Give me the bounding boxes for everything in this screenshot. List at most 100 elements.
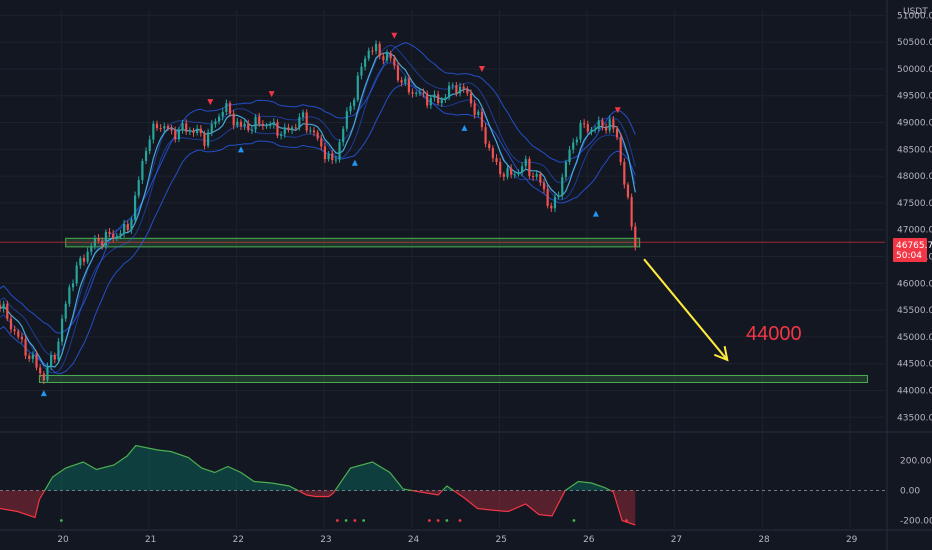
candle-body: [250, 129, 254, 131]
candle-body: [353, 99, 356, 106]
oscillator-signal-dot: [458, 519, 462, 522]
candle-body: [228, 103, 232, 114]
oscillator-signal-dot: [445, 519, 449, 522]
candle-body: [469, 93, 473, 104]
candle-body: [177, 129, 180, 140]
price-tick-label: 44500.00: [897, 360, 932, 370]
target-price-label: 44000: [746, 323, 802, 345]
candle-body: [561, 177, 564, 196]
time-tick-label: 29: [846, 535, 858, 545]
candle-body: [104, 231, 107, 246]
time-tick-label: 28: [758, 535, 770, 545]
candle-body: [429, 97, 432, 106]
candle-body: [583, 123, 586, 125]
oscillator-negative-area: [0, 490, 636, 525]
candle-body: [564, 162, 567, 178]
candle-body: [415, 92, 418, 94]
candle-body: [148, 139, 151, 151]
oscillator-signal-dot: [335, 519, 339, 522]
candle-body: [334, 159, 337, 161]
time-tick-label: 25: [495, 535, 506, 545]
sell-signal-marker: [478, 65, 485, 72]
candle-body: [345, 111, 348, 129]
current-price-tag[interactable]: 46765.74 50:04: [893, 238, 932, 262]
signal-markers: [40, 32, 621, 397]
sell-signal-marker: [268, 91, 275, 98]
time-tick-label: 22: [233, 535, 244, 545]
candle-body: [364, 58, 367, 67]
candle-body: [535, 174, 538, 177]
candle-body: [0, 304, 2, 309]
candle-body: [254, 116, 257, 130]
price-tick-label: 46000.00: [897, 279, 932, 289]
candle-body: [152, 123, 155, 140]
candle-body: [499, 162, 502, 175]
candle-body: [166, 126, 170, 129]
candle-body: [557, 195, 560, 198]
target-arrow-head: [713, 346, 729, 362]
candle-body: [130, 219, 133, 230]
price-tick-label: 47500.00: [897, 199, 932, 209]
candle-body: [137, 180, 140, 196]
candle-body: [455, 85, 458, 94]
candle-body: [108, 231, 111, 234]
candle-body: [309, 130, 312, 132]
annotations: [0, 241, 885, 362]
candle-body: [517, 172, 520, 175]
candle-body: [320, 138, 323, 147]
buy-signal-marker: [40, 390, 47, 397]
candle-body: [276, 122, 279, 136]
candle-body: [502, 174, 505, 177]
candle-body: [553, 197, 557, 209]
candle-body: [437, 94, 440, 104]
candle-body: [400, 80, 403, 83]
candle-body: [101, 240, 104, 246]
candle-body: [294, 127, 297, 129]
candle-body: [520, 166, 524, 173]
candle-body: [269, 124, 272, 126]
candle-body: [28, 355, 31, 359]
price-tick-label: 49000.00: [897, 119, 932, 129]
candle-body: [513, 174, 516, 176]
candle-body: [531, 176, 535, 178]
candle-body: [301, 112, 305, 118]
candle-body: [261, 123, 264, 126]
time-tick-label: 23: [320, 535, 331, 545]
candle-body: [466, 88, 469, 94]
candle-body: [586, 124, 589, 132]
candle-body: [338, 142, 341, 160]
candle-body: [349, 105, 352, 112]
oscillator-signal-dot: [353, 519, 357, 522]
candle-body: [203, 133, 206, 146]
candle-body: [214, 121, 217, 125]
price-tick-label: 43500.00: [897, 413, 932, 423]
candle-body: [247, 123, 250, 131]
time-tick-label: 27: [671, 535, 682, 545]
candle-body: [221, 111, 224, 117]
candle-body: [119, 233, 122, 236]
oscillator-signal-dot: [344, 519, 348, 522]
candle-body: [97, 238, 100, 241]
candle-body: [287, 127, 290, 131]
candle-body: [404, 78, 407, 83]
candle-body: [480, 111, 484, 128]
candle-body: [630, 197, 633, 227]
buy-signal-marker: [237, 146, 244, 153]
candle-body: [199, 128, 202, 134]
candle-body: [123, 223, 126, 234]
candle-body: [243, 123, 246, 127]
candle-body: [484, 127, 487, 144]
support-zone-lower: [38, 374, 868, 383]
candle-body: [367, 50, 370, 59]
price-tick-label: 48000.00: [897, 172, 932, 182]
time-tick-label: 21: [145, 535, 156, 545]
oscillator-signal-dot: [572, 519, 576, 522]
candle-body: [163, 126, 166, 129]
price-tick-label: 51000.00: [897, 11, 932, 21]
candle-body: [477, 111, 480, 115]
candle-body: [53, 355, 56, 360]
time-tick-label: 20: [57, 535, 69, 545]
price-tick-label: 49500.00: [897, 92, 932, 102]
